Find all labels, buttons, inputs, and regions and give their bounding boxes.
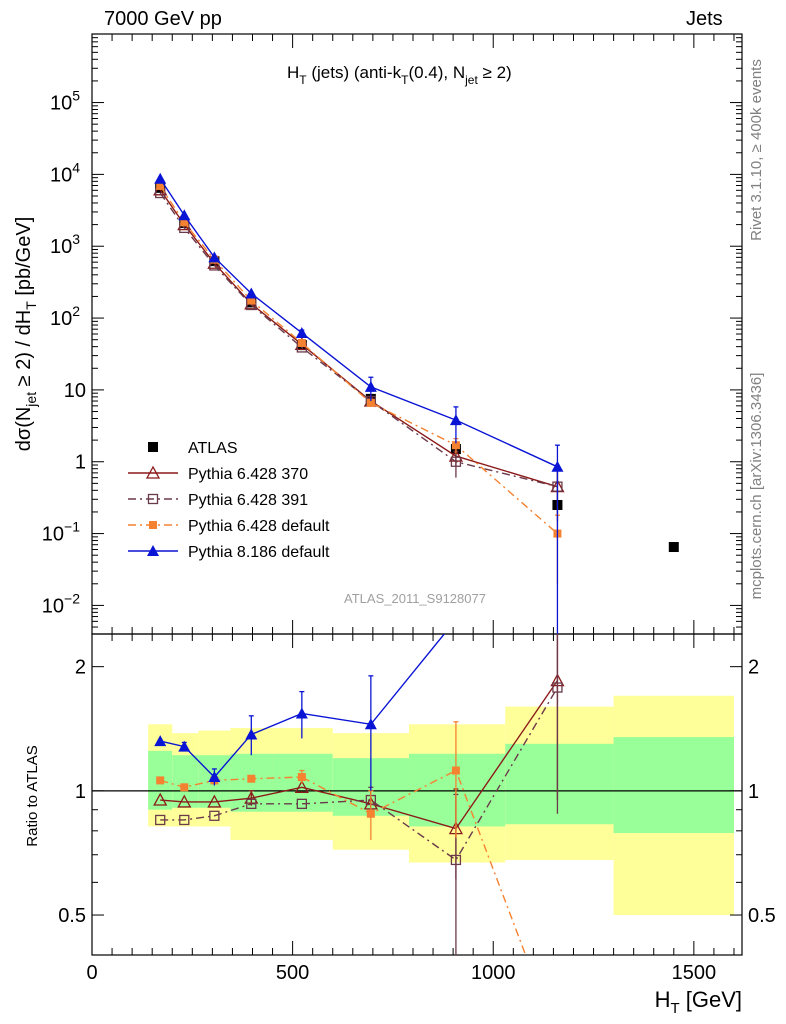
ratio-point-pythia-6-428-default xyxy=(180,783,189,792)
main-point-atlas xyxy=(668,542,679,553)
chart-title: HT (jets) (anti-kT(0.4), Njet ≥ 2) xyxy=(287,63,512,87)
ratio-uncertainty-bands xyxy=(148,695,734,916)
main-point-pythia-6-428-default xyxy=(297,338,306,347)
ratio-point-pythia-6-428-370 xyxy=(177,794,192,808)
ratio-xtick-label-0: 0 xyxy=(86,962,97,984)
ratio-xtick-label-3: 1500 xyxy=(672,962,717,984)
legend-marker-1 xyxy=(145,465,161,479)
band-inner-6 xyxy=(408,753,506,827)
legend-label-1: Pythia 6.428 370 xyxy=(188,466,308,483)
ratio-ylabel: Ratio to ATLAS xyxy=(24,745,41,846)
legend: ATLAS Pythia 6.428 370 Pythia 6.428 391 Pyt… xyxy=(128,440,330,561)
main-ytick-label-4: 102 xyxy=(50,303,80,330)
ratio-line-pythia-6-428-default xyxy=(160,769,527,955)
ratio-xtick-label-1: 500 xyxy=(276,962,309,984)
legend-label-4: Pythia 8.186 default xyxy=(188,544,330,561)
main-ytick-label-3: 10 xyxy=(64,380,86,402)
ratio-ytick-label-left-2: 2 xyxy=(75,657,86,679)
main-point-pythia-6-428-default xyxy=(156,181,165,190)
main-point-pythia-6-428-391 xyxy=(450,456,462,467)
side-label-rivet: Rivet 3.1.10, ≥ 400k events xyxy=(748,59,765,241)
ratio-point-pythia-6-428-391 xyxy=(450,854,462,866)
ratio-point-pythia-6-428-default xyxy=(297,773,306,782)
main-ytick-label-7: 105 xyxy=(50,88,80,115)
ratio-point-pythia-6-428-391 xyxy=(296,798,307,809)
main-point-pythia-8-186-default xyxy=(295,326,308,338)
main-point-pythia-6-428-default xyxy=(180,218,189,227)
legend-marker-4 xyxy=(147,545,159,556)
band-inner-7 xyxy=(505,743,614,825)
main-point-pythia-6-428-default xyxy=(366,398,375,407)
ratio-point-pythia-6-428-default xyxy=(156,776,165,785)
ratio-point-pythia-6-428-default xyxy=(451,766,460,775)
ratio-point-pythia-6-428-391 xyxy=(552,682,563,693)
analysis-watermark: ATLAS_2011_S9128077 xyxy=(344,591,486,606)
legend-marker-2 xyxy=(147,493,159,505)
ratio-point-pythia-6-428-391 xyxy=(179,814,190,826)
ratio-point-pythia-8-186-default xyxy=(245,728,258,740)
ratio-line-pythia-6-428-370 xyxy=(160,680,559,830)
main-ytick-label-2: 1 xyxy=(75,452,86,474)
main-clipped-group xyxy=(153,172,679,634)
main-point-pythia-8-186-default xyxy=(178,209,191,221)
ratio-point-pythia-6-428-default xyxy=(366,809,375,818)
ratio-point-pythia-6-428-370 xyxy=(207,794,222,808)
main-point-pythia-8-186-default xyxy=(154,172,167,184)
ratio-point-pythia-8-186-default xyxy=(364,718,377,730)
ratio-point-pythia-6-428-370 xyxy=(153,792,168,806)
main-point-pythia-8-186-default xyxy=(449,414,462,426)
ratio-ytick-label-right-1: 1 xyxy=(748,781,759,803)
ratio-frame xyxy=(91,633,743,956)
ratio-point-pythia-8-186-default xyxy=(178,740,191,752)
main-ytick-label-5: 103 xyxy=(50,231,80,258)
main-point-pythia-8-186-default xyxy=(364,380,377,392)
main-line-pythia-6-428-default xyxy=(159,185,558,535)
ratio-xtick-label-2: 1000 xyxy=(471,962,516,984)
ratio-point-pythia-6-428-391 xyxy=(246,798,257,809)
chart-labels: HT (jets) (anti-kT(0.4), Njet ≥ 2) ATLAS_… xyxy=(13,59,765,1017)
ratio-line-pythia-8-186-default xyxy=(160,634,446,779)
main-line-pythia-6-428-391 xyxy=(159,192,558,488)
main-series-layer xyxy=(153,172,679,634)
ratio-point-pythia-8-186-default xyxy=(450,614,462,625)
main-point-pythia-6-428-default xyxy=(451,441,460,450)
main-point-pythia-8-186-default xyxy=(208,251,221,263)
main-point-pythia-8-186-default xyxy=(245,287,258,299)
legend-marker-3 xyxy=(149,521,157,529)
main-ytick-label-6: 104 xyxy=(50,159,80,186)
header-left: 7000 GeV pp xyxy=(104,8,222,30)
main-axes: 10−2 10−1 1 10 102 103 104 105 xyxy=(42,33,743,635)
legend-marker-0 xyxy=(148,442,158,452)
header-right: Jets xyxy=(686,8,723,30)
band-inner-8 xyxy=(613,737,734,834)
ratio-ytick-label-left-0: 0.5 xyxy=(58,905,86,927)
ratio-point-pythia-8-186-default xyxy=(208,771,221,783)
ratio-clipped-group xyxy=(153,614,565,955)
ratio-ytick-label-right-0: 0.5 xyxy=(748,905,776,927)
legend-label-0: ATLAS xyxy=(188,440,238,457)
ratio-ytick-label-left-1: 1 xyxy=(75,781,86,803)
main-ytick-label-0: 10−2 xyxy=(42,590,80,617)
main-ytick-label-1: 10−1 xyxy=(42,519,80,546)
band-inner-1 xyxy=(172,755,199,808)
main-point-pythia-6-428-default xyxy=(247,296,256,305)
ratio-series-layer xyxy=(153,614,565,955)
legend-label-2: Pythia 6.428 391 xyxy=(188,492,308,509)
ratio-point-pythia-6-428-391 xyxy=(209,810,220,821)
ratio-axes: 0 500 1000 1500 0.5 0.5 1 1 2 2 xyxy=(58,633,776,984)
main-ylabel: dσ(Njet ≥ 2) / dHT [pb/GeV] xyxy=(13,217,39,452)
ratio-point-pythia-6-428-370 xyxy=(294,779,309,793)
ratio-ytick-label-right-2: 2 xyxy=(748,657,759,679)
legend-label-3: Pythia 6.428 default xyxy=(188,518,330,535)
main-line-pythia-8-186-default xyxy=(159,178,558,468)
main-point-pythia-8-186-default xyxy=(551,460,564,472)
ratio-xlabel: HT [GeV] xyxy=(655,987,742,1017)
ratio-point-pythia-8-186-default xyxy=(295,707,308,719)
ratio-point-pythia-6-428-default xyxy=(247,774,256,783)
ratio-point-pythia-6-428-391 xyxy=(155,814,166,826)
side-label-mcplots: mcplots.cern.ch [arXiv:1306.3436] xyxy=(748,373,765,600)
ratio-point-pythia-8-186-default xyxy=(154,735,167,747)
